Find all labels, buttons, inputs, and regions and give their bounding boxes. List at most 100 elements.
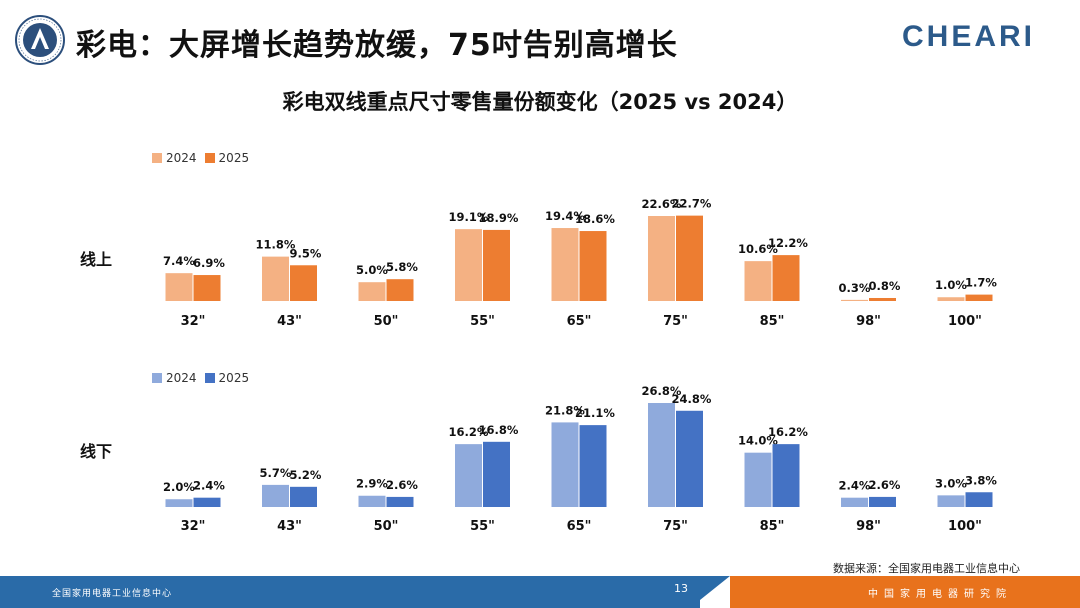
bar-online-2025-5: [676, 215, 703, 301]
page-number: 13: [674, 582, 688, 595]
legend-online: 2024 2025: [152, 151, 257, 165]
data-label-online-2025-0: 6.9%: [193, 256, 225, 270]
bar-offline-2024-0: [165, 499, 193, 507]
category-label-offline-0: 32": [181, 519, 206, 534]
data-label-online-2024-0: 7.4%: [163, 254, 195, 268]
bar-online-2024-3: [455, 229, 482, 301]
data-label-online-2024-2: 5.0%: [356, 263, 388, 277]
category-label-online-1: 43": [277, 314, 302, 329]
row-label-online: 线上: [80, 250, 113, 269]
bar-offline-2024-7: [841, 497, 868, 507]
data-label-offline-2025-8: 3.8%: [965, 473, 997, 487]
data-label-offline-2025-6: 16.2%: [768, 425, 808, 439]
bar-offline-2025-0: [193, 497, 221, 507]
data-label-online-2024-1: 11.8%: [256, 238, 296, 252]
data-label-online-2024-8: 1.0%: [935, 278, 967, 292]
category-label-offline-3: 55": [470, 519, 495, 534]
bar-offline-2025-7: [869, 496, 896, 507]
category-label-online-6: 85": [760, 314, 785, 329]
bar-online-2025-7: [869, 297, 896, 301]
data-label-online-2025-2: 5.8%: [386, 260, 418, 274]
footer-institute-name: 中国家用电器研究院: [868, 589, 1012, 600]
legend-swatch-online-2025: [204, 153, 215, 163]
bar-offline-2025-1: [290, 486, 317, 507]
data-label-offline-2024-2: 2.9%: [356, 477, 388, 491]
data-label-online-2025-6: 12.2%: [768, 236, 808, 250]
data-label-online-2025-3: 18.9%: [479, 211, 519, 225]
data-label-online-2025-8: 1.7%: [965, 276, 997, 290]
bar-offline-2025-3: [483, 441, 510, 507]
bar-offline-2025-2: [386, 496, 414, 507]
page-title: 彩电：大屏增长趋势放缓，75吋告别高增长: [76, 28, 678, 63]
category-label-online-4: 65": [567, 314, 592, 329]
legend-label-offline-2025: 2025: [218, 371, 250, 385]
data-label-offline-2024-7: 2.4%: [839, 479, 871, 493]
bar-online-2025-3: [483, 229, 510, 301]
bar-offline-2025-4: [579, 425, 607, 507]
bar-online-2024-7: [841, 299, 868, 301]
data-label-online-2025-7: 0.8%: [869, 279, 901, 293]
legend-label-online-2025: 2025: [218, 151, 250, 165]
data-label-offline-2024-3: 16.2%: [449, 425, 489, 439]
bar-offline-2024-1: [262, 484, 289, 507]
bar-online-2025-8: [965, 294, 993, 301]
bar-online-2025-1: [290, 265, 317, 301]
data-label-offline-2024-1: 5.7%: [260, 466, 292, 480]
category-label-online-0: 32": [181, 314, 206, 329]
footer-org-name: 全国家用电器工业信息中心: [52, 589, 173, 599]
category-label-offline-4: 65": [567, 519, 592, 534]
category-label-online-7: 98": [856, 314, 881, 329]
legend-offline: 2024 2025: [152, 371, 257, 385]
data-label-online-2024-6: 10.6%: [738, 242, 778, 256]
data-label-online-2024-5: 22.6%: [642, 197, 682, 211]
bar-offline-2025-6: [772, 444, 800, 507]
data-label-offline-2025-7: 2.6%: [869, 478, 901, 492]
bar-online-2024-8: [937, 297, 965, 301]
category-label-online-8: 100": [948, 314, 982, 329]
data-label-offline-2025-4: 21.1%: [575, 406, 615, 420]
bar-offline-2025-8: [965, 492, 993, 507]
category-label-online-5: 75": [663, 314, 688, 329]
legend-label-online-2024: 2024: [166, 151, 197, 165]
bar-online-2025-0: [193, 275, 221, 301]
data-source: 数据来源：全国家用电器工业信息中心: [833, 562, 1020, 575]
bar-offline-2024-6: [744, 452, 772, 507]
category-label-online-2: 50": [374, 314, 399, 329]
data-label-online-2025-4: 18.6%: [575, 212, 615, 226]
bar-offline-2024-5: [648, 403, 675, 507]
bar-online-2025-6: [772, 255, 800, 301]
data-label-online-2024-4: 19.4%: [545, 209, 585, 223]
data-label-offline-2024-4: 21.8%: [545, 403, 585, 417]
data-label-online-2025-5: 22.7%: [672, 197, 712, 211]
bar-offline-2024-2: [358, 495, 386, 507]
data-label-offline-2024-6: 14.0%: [738, 434, 778, 448]
footer-bar-left: [0, 576, 700, 608]
legend-item-offline-2025: 2025: [204, 371, 250, 385]
bar-online-2024-1: [262, 256, 289, 301]
institute-logo: [15, 15, 65, 65]
data-label-offline-2025-1: 5.2%: [290, 468, 322, 482]
bar-offline-2024-3: [455, 444, 482, 507]
bar-online-2024-2: [358, 282, 386, 301]
data-label-online-2024-3: 19.1%: [449, 210, 489, 224]
category-label-online-3: 55": [470, 314, 495, 329]
bar-offline-2025-5: [676, 410, 703, 507]
footer-bar-right: [730, 576, 1080, 608]
category-label-offline-5: 75": [663, 519, 688, 534]
bar-online-2024-6: [744, 261, 772, 301]
bar-online-2025-2: [386, 279, 414, 301]
data-label-offline-2025-5: 24.8%: [672, 392, 712, 406]
legend-label-offline-2024: 2024: [166, 371, 197, 385]
bar-online-2024-4: [551, 228, 579, 301]
row-label-offline: 线下: [80, 442, 113, 461]
category-label-offline-2: 50": [374, 519, 399, 534]
data-label-offline-2024-8: 3.0%: [935, 476, 967, 490]
category-label-offline-8: 100": [948, 519, 982, 534]
legend-swatch-offline-2025: [204, 373, 215, 383]
chart-title: 彩电双线重点尺寸零售量份额变化（2025 vs 2024）: [282, 90, 798, 114]
legend-swatch-offline-2024: [152, 373, 162, 383]
legend-item-online-2024: 2024: [152, 151, 197, 165]
data-label-offline-2025-3: 16.8%: [479, 423, 519, 437]
brand-logo-text: CHEARI: [902, 20, 1036, 53]
legend-item-offline-2024: 2024: [152, 371, 197, 385]
